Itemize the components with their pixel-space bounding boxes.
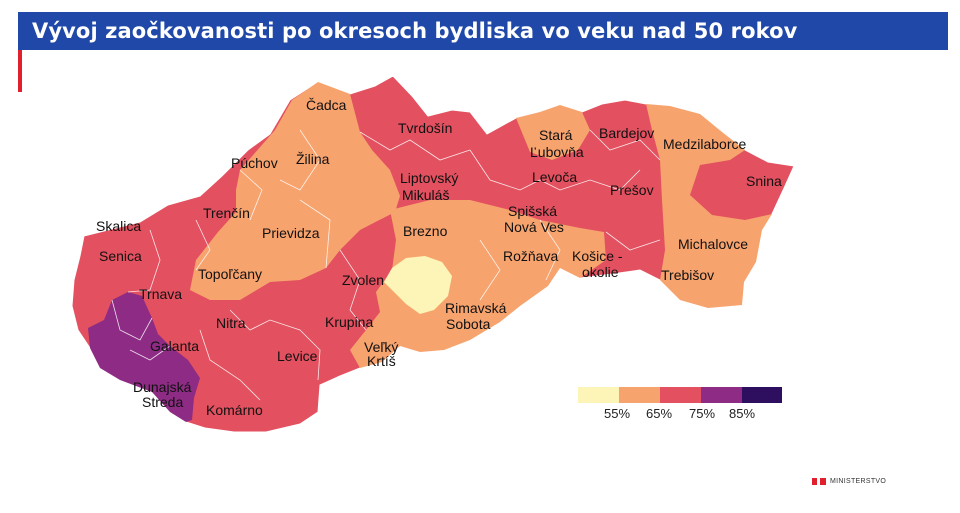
legend: 55% 65% 75% 85% [578,387,782,421]
label-medzilaborce: Medzilaborce [663,136,746,152]
region-east-orange [646,104,772,308]
label-zvolen: Zvolen [342,272,384,288]
ministry-logo-text: MINISTERSTVO [830,477,887,485]
label-michalovce: Michalovce [678,236,748,252]
label-velky-krtis-2: Krtíš [367,353,396,369]
label-liptovsky-mikulas-1: Liptovský [400,170,458,186]
label-zilina: Žilina [296,151,330,167]
legend-tick-85: 85% [729,406,755,421]
label-trebisov: Trebišov [661,267,714,283]
label-stara-lubovna-2: Ľubovňa [530,144,584,160]
label-senica: Senica [99,248,142,264]
region-yellow [384,256,452,314]
label-komarno: Komárno [206,402,263,418]
legend-tick-65: 65% [646,406,672,421]
label-rimavska-sobota-2: Sobota [446,316,491,332]
region-center-orange [350,200,606,368]
ministry-mark-icon [812,477,826,485]
label-presov: Prešov [610,182,654,198]
label-skalica: Skalica [96,218,141,234]
label-dunajska-streda-2: Streda [142,394,183,410]
district-borders [111,129,661,401]
legend-tick-75: 75% [689,406,715,421]
label-brezno: Brezno [403,223,448,239]
label-liptovsky-mikulas-2: Mikuláš [402,187,449,203]
legend-tick-55: 55% [604,406,630,421]
legend-swatch-4 [701,387,742,403]
label-tvrdosin: Tvrdošín [398,120,452,136]
region-north-east-orange [516,105,590,160]
legend-swatch-1 [578,387,619,403]
label-levice: Levice [277,348,318,364]
label-roznava: Rožňava [503,248,558,264]
label-kosice-okolie-1: Košice - [572,248,623,264]
label-spisska-nova-ves-2: Nová Ves [504,219,564,235]
label-velky-krtis-1: Veľký [364,339,398,355]
label-spisska-nova-ves-1: Spišská [508,203,557,219]
label-galanta: Galanta [150,338,199,354]
legend-swatch-3 [660,387,701,403]
ministry-logo: MINISTERSTVO [812,475,886,487]
district-labels: Čadca Tvrdošín Stará Ľubovňa Bardejov Me… [96,97,782,418]
label-cadca: Čadca [306,97,347,113]
label-dunajska-streda-1: Dunajská [133,379,192,395]
label-levoca: Levoča [532,169,577,185]
label-krupina: Krupina [325,314,373,330]
legend-swatch-2 [619,387,660,403]
label-puchov: Púchov [231,155,278,171]
label-nitra: Nitra [216,315,246,331]
label-kosice-okolie-2: okolie [582,264,619,280]
label-prievidza: Prievidza [262,225,320,241]
legend-swatch-5 [742,387,782,403]
label-trencin: Trenčín [203,205,250,221]
label-bardejov: Bardejov [599,125,654,141]
label-topolcany: Topoľčany [198,266,262,282]
label-rimavska-sobota-1: Rimavská [445,300,507,316]
label-trnava: Trnava [139,286,182,302]
label-snina: Snina [746,173,782,189]
region-north-west-orange [190,82,400,300]
accent-line [18,50,22,92]
label-stara-lubovna-1: Stará [539,127,573,143]
page-title: Vývoj zaočkovanosti po okresoch bydliska… [18,12,948,50]
